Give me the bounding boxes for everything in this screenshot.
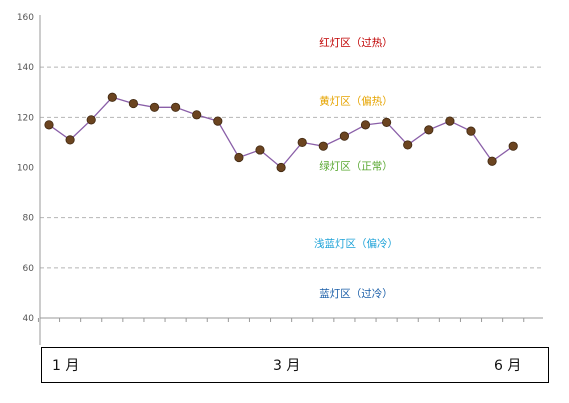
data-point: [466, 126, 476, 136]
data-point: [403, 140, 413, 150]
data-point: [297, 137, 307, 148]
data-point: [234, 152, 244, 163]
zone-label: 绿灯区（正常）: [319, 160, 393, 173]
series-points: [44, 92, 518, 173]
y-tick-label: 80: [23, 214, 35, 224]
data-point: [360, 120, 371, 130]
data-point: [445, 116, 455, 126]
zone-label: 浅蓝灯区（偏冷）: [314, 237, 398, 250]
zone-labels: 红灯区（过热） 黄灯区（偏热） 绿灯区（正常） 浅蓝灯区（偏冷） 蓝灯区（过冷）: [314, 36, 398, 300]
data-point: [276, 162, 286, 173]
month-label-box: 1 月 3 月 6 月: [41, 347, 549, 383]
data-point: [128, 98, 138, 109]
data-point: [381, 117, 392, 127]
data-point: [424, 125, 434, 135]
data-point: [171, 102, 181, 112]
axes: [39, 15, 543, 345]
y-tick-label: 100: [17, 164, 34, 174]
x-tick-marks: [37, 318, 525, 322]
data-point: [339, 131, 349, 141]
data-point: [508, 141, 518, 151]
data-point: [149, 102, 160, 112]
y-tick-label: 160: [17, 13, 34, 23]
data-point: [318, 141, 328, 151]
y-tick-label: 60: [23, 264, 35, 274]
y-tick-label: 40: [23, 314, 35, 324]
series-line-path: [48, 96, 514, 169]
data-point: [487, 156, 497, 166]
data-point: [65, 135, 75, 145]
y-tick-label: 120: [17, 113, 34, 123]
month-label-jun: 6 月: [494, 358, 522, 374]
data-point: [86, 115, 96, 125]
y-tick-labels: 40 60 80 100 120 140 160: [17, 13, 34, 324]
month-label-mar: 3 月: [273, 358, 301, 374]
data-point: [213, 116, 223, 126]
zone-label: 蓝灯区（过冷）: [319, 287, 393, 300]
data-point: [107, 92, 117, 102]
data-point: [44, 120, 54, 130]
zone-label: 红灯区（过热）: [319, 36, 393, 49]
data-point: [255, 145, 265, 155]
zone-label: 黄灯区（偏热）: [319, 94, 393, 107]
series-line: [48, 96, 514, 169]
data-point: [192, 110, 202, 120]
month-label-jan: 1 月: [52, 358, 80, 374]
y-tick-label: 140: [17, 63, 34, 73]
